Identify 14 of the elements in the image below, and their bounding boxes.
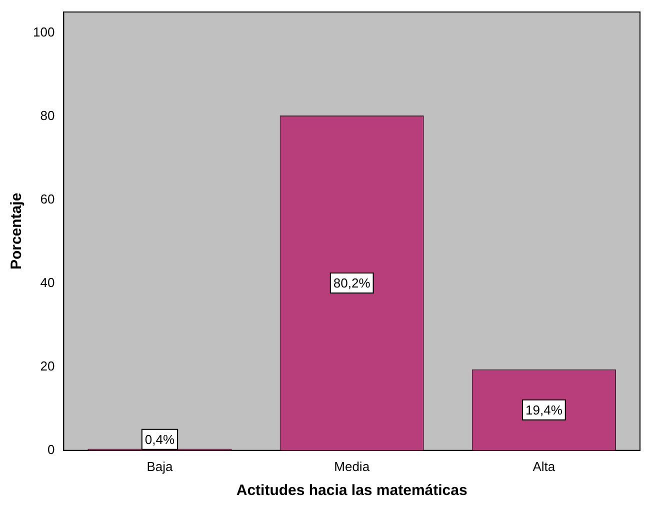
y-tick-label: 80 (40, 108, 55, 123)
data-label: 19,4% (526, 402, 563, 418)
y-tick-label: 60 (40, 191, 55, 206)
x-axis-title: Actitudes hacia las matemáticas (236, 482, 468, 500)
x-tick-label: Baja (146, 458, 174, 474)
data-label: 80,2% (333, 276, 371, 291)
data-label: 0,4% (144, 432, 175, 447)
x-tick-label: Alta (532, 458, 556, 474)
y-axis-title: Porcentaje (8, 192, 26, 270)
y-tick-label: 100 (32, 24, 55, 40)
x-tick-label: Media (334, 458, 370, 474)
y-tick-label: 20 (40, 358, 55, 374)
y-tick-label: 0 (47, 442, 55, 457)
y-tick-label: 40 (40, 274, 55, 290)
